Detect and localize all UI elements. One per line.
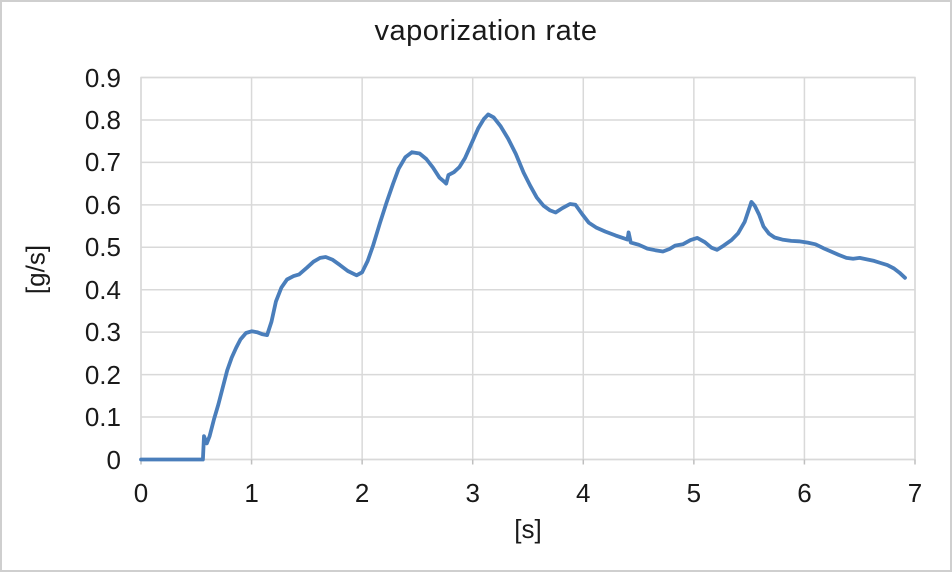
x-tick-label: 6 xyxy=(797,478,812,508)
x-tick-label: 7 xyxy=(907,478,923,508)
y-tick-label: 0.9 xyxy=(84,62,121,93)
y-tick-label: 0.7 xyxy=(84,147,121,178)
plot-border xyxy=(140,76,916,461)
y-tick-label: 0.1 xyxy=(84,402,121,433)
y-tick-label: 0 xyxy=(106,444,121,475)
x-axis-label: [s] xyxy=(514,514,542,544)
x-tick-label: 0 xyxy=(133,478,149,508)
x-tick-label: 3 xyxy=(465,478,480,508)
y-tick-label: 0.5 xyxy=(84,232,121,263)
y-tick-label: 0.4 xyxy=(84,274,121,305)
data-line-vaporization-rate xyxy=(139,112,907,462)
y-tick-label: 0.2 xyxy=(84,359,121,390)
y-tick-label: 0.8 xyxy=(84,104,121,135)
chart-title: vaporization rate xyxy=(374,15,598,47)
y-tick-label: 0.6 xyxy=(84,189,121,220)
x-tick-label: 5 xyxy=(686,478,702,508)
x-tick-label: 4 xyxy=(576,478,591,508)
x-tick-label: 1 xyxy=(244,478,259,508)
y-tick-label: 0.3 xyxy=(84,317,121,348)
x-tick-label: 2 xyxy=(354,478,370,508)
